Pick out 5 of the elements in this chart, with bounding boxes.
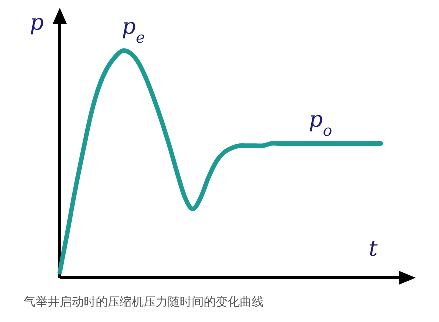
annotation: p$_{o}$ xyxy=(309,108,332,140)
text: 气举井启动时的压缩机压力随时间的变化曲线 xyxy=(24,295,264,309)
text: p$_{e}$ xyxy=(122,15,146,47)
y-axis-title: p xyxy=(30,11,44,36)
x-axis-title: t xyxy=(369,237,378,262)
